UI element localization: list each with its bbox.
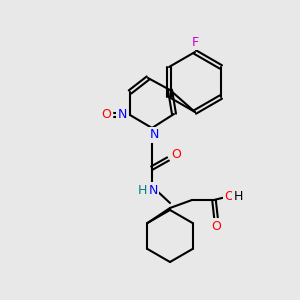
Text: O: O (211, 220, 221, 232)
Text: N: N (149, 128, 159, 142)
Text: O: O (171, 148, 181, 161)
Text: O: O (224, 190, 234, 203)
Text: F: F (191, 35, 199, 49)
Text: N: N (148, 184, 158, 196)
Text: H: H (137, 184, 147, 196)
Text: H: H (233, 190, 243, 203)
Text: O: O (101, 109, 111, 122)
Text: N: N (117, 109, 127, 122)
